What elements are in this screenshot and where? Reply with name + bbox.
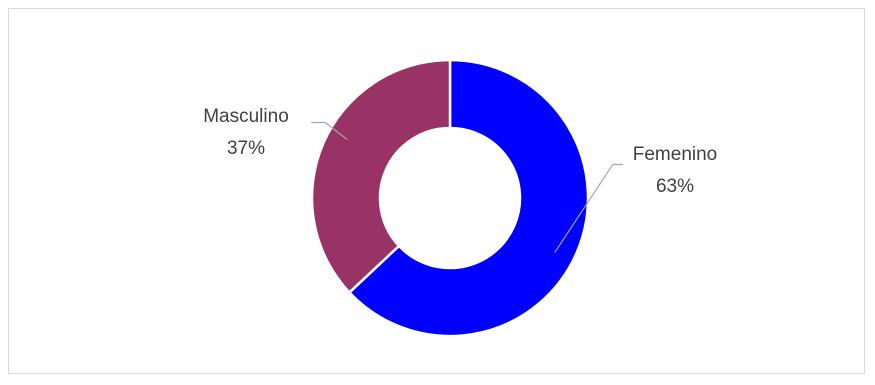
- slice-masculino: [310, 58, 452, 295]
- data-label-femenino-name: Femenino: [633, 144, 718, 165]
- slice-femenino: [347, 58, 590, 338]
- leader-line-masculino: [311, 121, 348, 140]
- data-label-femenino-percent: 63%: [656, 176, 694, 197]
- slice-group: [310, 58, 590, 338]
- data-label-masculino-percent: 37%: [227, 138, 265, 159]
- leader-line-femenino: [554, 163, 623, 253]
- data-label-masculino-name: Masculino: [203, 106, 289, 127]
- leader-line-group: [311, 121, 623, 253]
